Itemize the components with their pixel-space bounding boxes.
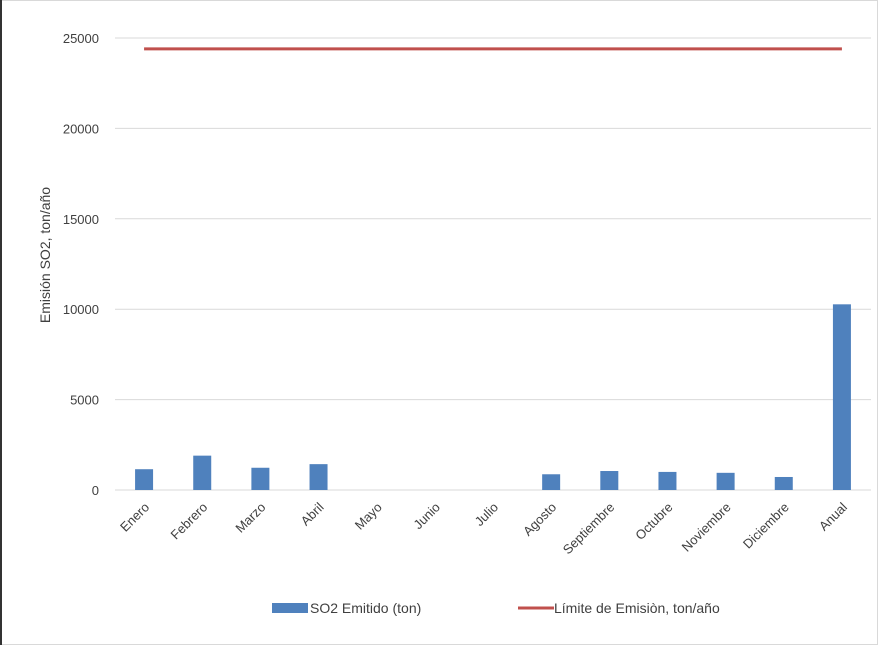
bar-anual: [832, 304, 851, 490]
legend: SO2 Emitido (ton) Límite de Emisiòn, ton…: [272, 600, 720, 616]
x-tick-label: Mayo: [352, 500, 385, 533]
x-tick-label: Agosto: [520, 500, 559, 539]
x-tick-label: Febrero: [168, 500, 211, 543]
bar-octubre: [658, 471, 677, 490]
x-tick-label: Diciembre: [740, 500, 792, 552]
legend-swatch-bar: [272, 603, 308, 613]
x-tick-label: Marzo: [232, 500, 268, 536]
x-tick-label: Anual: [816, 499, 850, 533]
y-tick-label: 0: [92, 483, 99, 498]
bar-agosto: [542, 474, 561, 490]
x-tick-labels: Enero Febrero Marzo Abril Mayo Junio Julio Agos…: [117, 499, 850, 557]
y-tick-label: 15000: [63, 212, 99, 227]
x-tick-label: Octubre: [632, 500, 675, 543]
y-tick-label: 5000: [70, 393, 99, 408]
x-tick-label: Noviembre: [679, 500, 734, 555]
x-tick-label: Abril: [298, 499, 327, 528]
gridlines: [115, 37, 871, 491]
x-tick-label: Julio: [472, 500, 502, 530]
y-axis-title: Emisión SO2, ton/año: [37, 187, 53, 323]
bar-enero: [135, 469, 154, 490]
window-edge: [0, 0, 2, 645]
x-tick-label: Junio: [410, 500, 443, 533]
bar-abril: [309, 464, 328, 490]
bar-noviembre: [716, 472, 735, 490]
y-tick-labels: 0 5000 10000 15000 20000 25000: [63, 31, 99, 498]
y-tick-label: 20000: [63, 121, 99, 136]
y-tick-label: 25000: [63, 31, 99, 46]
bar-marzo: [251, 467, 270, 490]
legend-label-bar: SO2 Emitido (ton): [310, 600, 421, 616]
bar-septiembre: [600, 471, 619, 490]
y-tick-label: 10000: [63, 302, 99, 317]
bar-diciembre: [774, 476, 793, 490]
x-tick-label: Enero: [117, 500, 152, 535]
bar-febrero: [193, 455, 212, 490]
legend-label-line: Límite de Emisiòn, ton/año: [554, 600, 720, 616]
bar-series: [135, 304, 851, 490]
x-tick-label: Septiembre: [560, 500, 618, 558]
